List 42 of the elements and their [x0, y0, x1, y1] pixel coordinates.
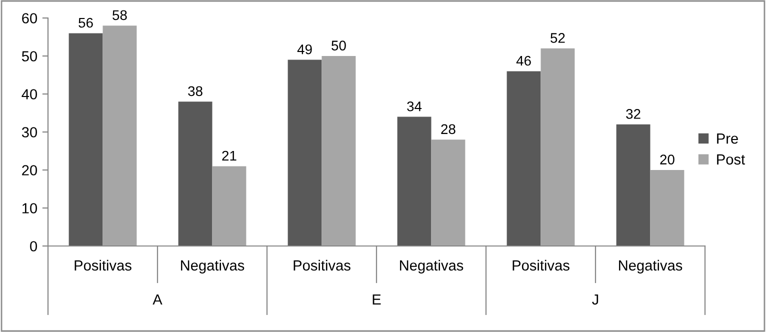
- x-tick-label: Negativas: [619, 260, 682, 274]
- bar: [397, 116, 432, 246]
- text: E: [372, 294, 381, 304]
- x-tick-label: Positivas: [74, 260, 132, 271]
- data-label: 49: [297, 44, 312, 54]
- x-tick-label: Positivas: [294, 260, 350, 271]
- bar: [178, 102, 212, 246]
- y-tick-label: 20: [22, 165, 38, 176]
- data-label: 20: [660, 154, 674, 164]
- data-label: 46: [516, 56, 531, 66]
- bar: [540, 48, 575, 246]
- bar: [102, 26, 137, 246]
- data-label: 50: [332, 40, 346, 50]
- data-label: 21: [222, 150, 236, 161]
- legend-label: Pre: [717, 134, 738, 144]
- text: J: [592, 294, 598, 305]
- bar: [322, 56, 356, 246]
- y-tick-label: 30: [22, 127, 38, 138]
- x-tick-label: Positivas: [512, 260, 570, 271]
- y-tick-label: 10: [22, 203, 38, 214]
- bar: [650, 170, 684, 246]
- x-tick-label: Negativas: [400, 260, 464, 274]
- y-tick-label: 60: [22, 13, 38, 24]
- y-tick-label: 40: [22, 89, 38, 100]
- data-label: 56: [78, 18, 93, 28]
- y-tick-label: 50: [22, 51, 38, 62]
- bar: [68, 33, 103, 246]
- bar: [431, 140, 466, 246]
- bar: [616, 124, 650, 246]
- bar: [288, 60, 322, 246]
- data-label: 28: [441, 124, 456, 134]
- y-tick-label: 0: [30, 241, 38, 252]
- data-label: 58: [112, 10, 127, 20]
- x-tick-label: Negativas: [181, 260, 244, 274]
- text: A: [152, 294, 162, 304]
- bar: [212, 166, 246, 246]
- data-label: 32: [626, 109, 640, 119]
- data-label: 38: [188, 86, 202, 96]
- data-label: 34: [407, 101, 422, 112]
- data-label: 52: [550, 33, 565, 43]
- bar: [506, 71, 541, 246]
- legend-label: Post: [717, 154, 745, 165]
